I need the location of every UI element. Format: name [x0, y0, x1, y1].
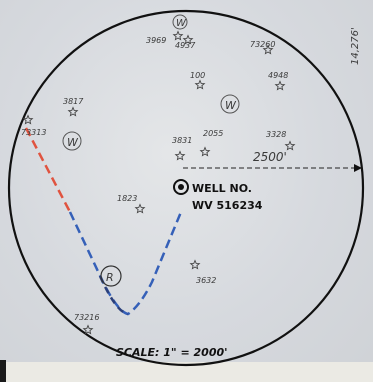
well-label: WELL NO.	[192, 182, 252, 195]
well-star-3632: 3632	[189, 259, 216, 285]
well-number-label: 100	[190, 71, 205, 80]
path-segment-red	[24, 127, 72, 213]
wellbore-path	[24, 127, 183, 316]
well-number-label: 4937	[175, 41, 196, 50]
star-icon	[284, 140, 296, 151]
well-number-label: 1823	[117, 194, 137, 203]
star-icon	[172, 30, 184, 41]
well-star-73260: 73260	[250, 40, 275, 55]
offset-distance-label: 2500'	[253, 150, 287, 164]
subject-well-dot	[178, 184, 184, 190]
star-icon	[67, 106, 79, 117]
scale-label: SCALE: 1" = 2000'	[116, 346, 228, 359]
well-star-100: 100	[190, 71, 206, 90]
well-star-4948: 4948	[268, 71, 288, 91]
margin-text: 14,276'	[350, 27, 361, 65]
well-star-4937: 4937	[175, 34, 196, 50]
star-icon	[82, 324, 94, 335]
subject-well-marker: WELL NO. WV 516234	[173, 179, 263, 212]
well-number-label: 3328	[266, 130, 286, 139]
star-icon	[174, 150, 186, 161]
star-icon	[194, 79, 206, 90]
svg-text:W: W	[176, 18, 187, 29]
well-number-label: 3831	[172, 136, 192, 145]
circle-markers: W W W R	[62, 14, 240, 287]
well-star-3328: 3328	[266, 130, 296, 151]
well-star-2055: 2055	[199, 129, 223, 157]
marker-w-left: W	[62, 131, 82, 151]
well-id: WV 516234	[192, 199, 263, 212]
svg-text:W: W	[225, 99, 237, 112]
well-star-3817: 3817	[63, 97, 84, 117]
star-icon	[199, 146, 211, 157]
marker-w-right: W	[220, 94, 240, 114]
offset-distance-dimension: 2500'	[183, 150, 362, 172]
star-icon	[134, 203, 146, 214]
well-number-label: 3969	[146, 36, 166, 45]
well-number-label: 73260	[250, 40, 275, 49]
svg-text:R: R	[106, 271, 114, 284]
star-icon	[274, 80, 286, 91]
well-star-3969: 3969	[146, 30, 184, 45]
subject-well-ring	[173, 179, 189, 195]
radius-circle	[7, 9, 365, 367]
well-number-label: 73313	[21, 128, 46, 137]
marker-w-top: W	[172, 14, 188, 30]
well-number-label: 3632	[196, 276, 216, 285]
well-number-label: 3817	[63, 97, 84, 106]
well-number-label: 73216	[74, 313, 99, 322]
well-star-1823: 1823	[117, 194, 146, 214]
well-star-3831: 3831	[172, 136, 192, 161]
path-segment-blue	[68, 211, 183, 316]
frame-edge	[0, 360, 6, 382]
star-icon	[189, 259, 201, 270]
marker-r: R	[100, 265, 122, 287]
star-icon	[182, 34, 194, 45]
star-icon	[262, 44, 274, 55]
well-star-73216: 73216	[74, 313, 99, 335]
well-number-label: 2055	[203, 129, 223, 138]
well-number-label: 4948	[268, 71, 288, 80]
map-bottom-margin	[0, 362, 373, 382]
svg-text:W: W	[67, 136, 79, 149]
arrow-head	[354, 164, 362, 172]
star-icon	[22, 114, 34, 125]
well-star-73313: 73313	[21, 114, 46, 137]
well-star-markers: 3969 4937 73260 100 4948 3817 73313 3831 2055 332…	[21, 30, 296, 335]
